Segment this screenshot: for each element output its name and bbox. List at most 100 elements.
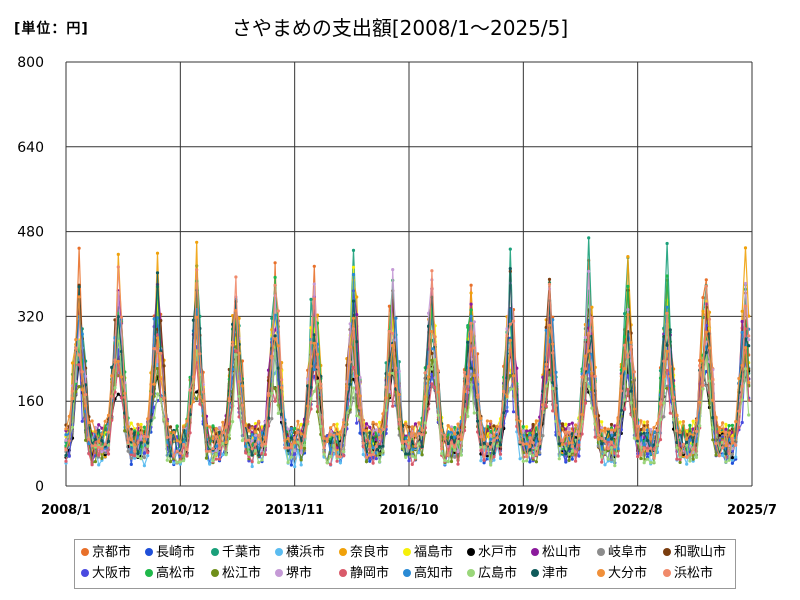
data-point xyxy=(740,309,744,313)
data-point xyxy=(80,332,84,336)
data-point xyxy=(623,367,627,371)
data-point xyxy=(355,295,359,299)
data-point xyxy=(665,305,669,309)
data-point xyxy=(600,426,604,430)
data-point xyxy=(704,384,708,388)
data-point xyxy=(469,302,473,306)
data-point xyxy=(547,323,552,327)
data-point xyxy=(214,449,218,453)
data-point xyxy=(747,380,751,385)
data-point xyxy=(142,451,146,455)
data-point xyxy=(626,255,630,259)
data-point xyxy=(564,452,568,456)
data-point xyxy=(116,252,120,256)
data-point xyxy=(544,367,548,371)
data-point xyxy=(743,367,748,371)
data-point xyxy=(103,419,107,423)
data-point xyxy=(642,446,646,450)
data-point xyxy=(498,452,503,456)
data-point xyxy=(528,433,532,437)
legend-label: 高松市 xyxy=(156,566,196,581)
data-point xyxy=(351,248,356,252)
data-point xyxy=(727,452,731,456)
data-point xyxy=(178,460,182,464)
data-point xyxy=(355,313,359,317)
data-point xyxy=(675,440,679,445)
data-point xyxy=(335,422,339,426)
data-point xyxy=(531,441,535,445)
data-point xyxy=(515,415,519,419)
data-point xyxy=(560,442,565,446)
data-point xyxy=(240,403,244,407)
data-point xyxy=(453,432,457,436)
data-point xyxy=(335,459,339,463)
data-point xyxy=(583,367,588,371)
data-point xyxy=(211,459,215,463)
data-point xyxy=(155,392,160,396)
data-point xyxy=(668,411,672,415)
data-point xyxy=(80,419,84,423)
data-point xyxy=(642,428,646,432)
data-point xyxy=(413,434,418,438)
data-point xyxy=(665,343,669,347)
data-point xyxy=(711,438,715,442)
data-point xyxy=(250,433,254,437)
data-point xyxy=(273,387,277,391)
data-point xyxy=(136,422,140,426)
data-point xyxy=(645,457,650,461)
data-point xyxy=(77,285,81,289)
data-point xyxy=(574,459,578,463)
data-point xyxy=(276,366,280,370)
data-point xyxy=(737,409,741,413)
data-point xyxy=(162,364,166,368)
data-point xyxy=(371,446,375,450)
data-point xyxy=(368,431,372,435)
data-point xyxy=(329,440,333,444)
data-point xyxy=(574,423,578,427)
data-point xyxy=(335,432,339,436)
data-point xyxy=(286,437,290,441)
data-point xyxy=(489,463,493,467)
data-point xyxy=(77,363,81,367)
data-point xyxy=(293,436,297,440)
data-point xyxy=(525,429,529,433)
data-point xyxy=(528,436,532,440)
data-point xyxy=(721,453,725,458)
data-point xyxy=(443,459,447,463)
data-point xyxy=(721,421,725,425)
data-point xyxy=(541,434,545,438)
data-point xyxy=(253,433,258,437)
legend-label: 津市 xyxy=(542,566,569,581)
data-point xyxy=(417,451,421,455)
x-tick-label: 2025/7 xyxy=(727,503,777,518)
legend-marker xyxy=(597,568,605,577)
data-point xyxy=(456,449,460,454)
data-point xyxy=(639,438,643,442)
data-point xyxy=(237,415,241,419)
data-point xyxy=(590,406,594,410)
data-point xyxy=(364,439,369,443)
data-point xyxy=(110,365,114,369)
data-point xyxy=(312,282,316,286)
legend-label: 大阪市 xyxy=(92,566,132,581)
data-point xyxy=(87,452,91,456)
data-point xyxy=(433,342,437,346)
data-point xyxy=(518,457,522,461)
legend-marker xyxy=(145,547,153,556)
data-point xyxy=(613,433,617,437)
data-point xyxy=(747,338,751,342)
data-point xyxy=(227,399,231,403)
data-point xyxy=(603,429,607,433)
data-point xyxy=(139,457,143,461)
chart-title: さやまめの支出額[2008/1～2025/5] xyxy=(231,16,569,40)
data-point xyxy=(260,458,264,462)
data-point xyxy=(381,449,385,453)
data-point xyxy=(391,404,395,408)
data-point xyxy=(547,277,552,281)
data-point xyxy=(525,455,529,459)
data-point xyxy=(469,314,473,318)
data-point xyxy=(70,425,75,429)
data-point xyxy=(378,420,382,424)
data-point xyxy=(724,452,728,456)
legend-label: 京都市 xyxy=(92,545,132,560)
